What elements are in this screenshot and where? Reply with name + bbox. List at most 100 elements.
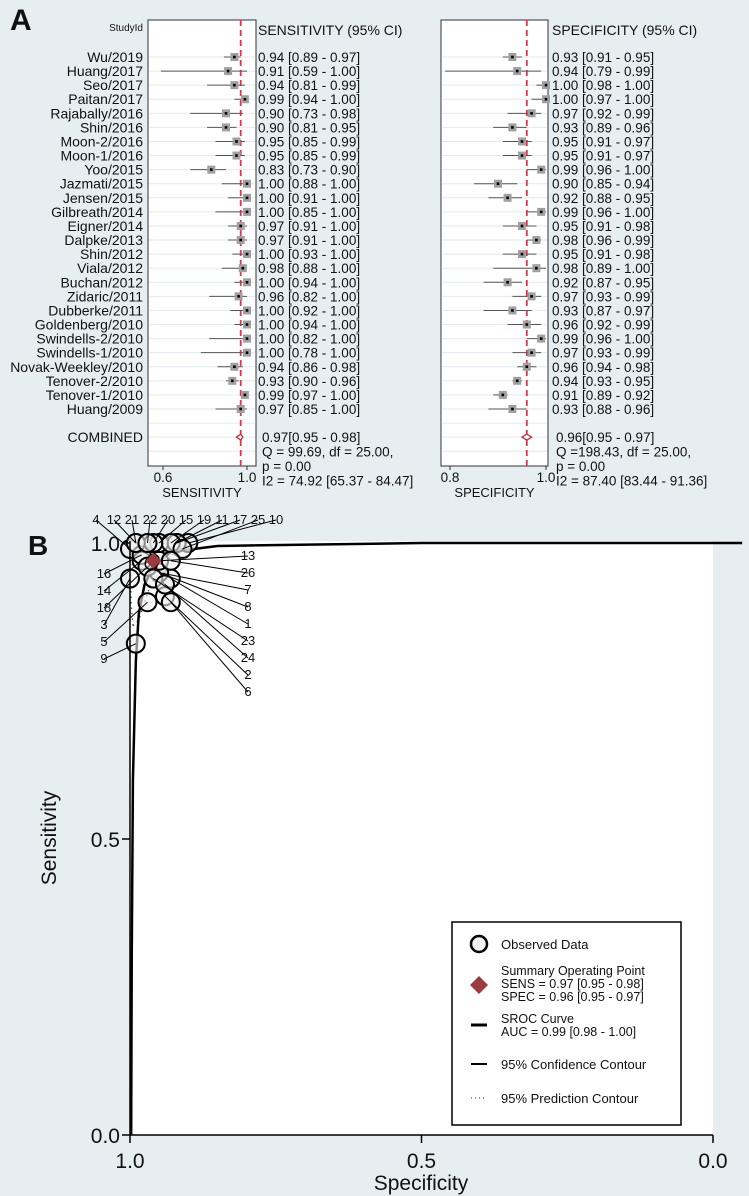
point-estimate (530, 295, 533, 298)
study-estimate: 0.93 [0.91 - 0.95] (552, 50, 654, 65)
point-estimate (506, 280, 509, 284)
panel-b-label: B (28, 530, 48, 561)
point-label: 26 (241, 565, 255, 580)
point-label: 1 (244, 616, 251, 631)
study-name: Seo/2017 (83, 77, 143, 93)
point-estimate (245, 182, 249, 186)
x-tick-label: 0.5 (407, 1150, 436, 1173)
point-label: 20 (161, 512, 175, 527)
point-label-leader (158, 572, 249, 608)
study-name: Swindells-1/2010 (36, 345, 143, 361)
point-label: 2 (244, 667, 251, 682)
point-estimate (520, 224, 524, 228)
point-label: 9 (100, 651, 107, 666)
point-estimate (239, 224, 242, 228)
study-estimate: 0.98 [0.88 - 1.00] (258, 261, 360, 276)
study-estimate: 0.97 [0.93 - 0.99] (552, 346, 654, 361)
x-axis-label: SENSITIVITY (162, 485, 242, 500)
point-estimate (544, 83, 548, 87)
point-label-leader (131, 519, 137, 544)
point-estimate (515, 69, 519, 73)
point-label: 4 (92, 512, 99, 527)
study-name: Moon-2/2016 (60, 133, 143, 149)
study-name: Moon-1/2016 (60, 148, 143, 164)
x-tick-label: 0.0 (698, 1150, 727, 1173)
x-axis-label: Specificity (374, 1172, 469, 1195)
point-estimate (235, 140, 238, 143)
point-estimate (226, 69, 230, 73)
point-label-leader (188, 519, 277, 544)
point-label-leader (103, 578, 131, 626)
study-name: Novak-Weekley/2010 (10, 359, 143, 375)
study-estimate: 0.97 [0.91 - 1.00] (258, 233, 360, 248)
point-estimate (525, 365, 529, 369)
x-tick-label: 1.0 (238, 470, 257, 485)
point-estimate (245, 351, 249, 354)
study-estimate: 0.83 [0.73 - 0.90] (258, 163, 360, 178)
point-label: 16 (97, 566, 111, 581)
point-estimate (233, 83, 236, 87)
point-label: 17 (233, 512, 247, 527)
sensitivity-forest-plot: SENSITIVITY (95% CI) 0.94 [0.89 - 0.97] 0.… (10, 19, 413, 500)
point-label: 6 (244, 684, 251, 699)
sroc-plot: 4 12 21 22 20 15 19 11 17 25 101614183591326781232… (38, 512, 743, 1195)
sroc-curve (129, 541, 743, 1136)
study-estimate: 1.00 [0.82 - 1.00] (258, 332, 360, 347)
study-estimate: 1.00 [0.85 - 1.00] (258, 205, 360, 220)
study-name: Jensen/2015 (63, 190, 143, 206)
point-estimate (530, 112, 533, 115)
point-label: 8 (244, 599, 251, 614)
legend-prediction-label: 95% Prediction Contour (501, 1091, 639, 1106)
point-estimate (245, 309, 249, 312)
point-label-leader (113, 519, 137, 544)
point-label-leader (170, 560, 249, 574)
study-estimate: 0.99 [0.97 - 1.00] (258, 388, 360, 403)
study-name: Eigner/2014 (67, 218, 143, 234)
x-axis-label: SPECIFICITY (454, 485, 535, 500)
point-label: 10 (269, 512, 283, 527)
study-estimate: 0.90 [0.85 - 0.94] (552, 177, 654, 192)
study-name: Viala/2012 (77, 260, 143, 276)
point-label-leader (103, 566, 148, 609)
point-estimate (539, 168, 543, 171)
legend-summary-label: Summary Operating Point (501, 964, 645, 978)
study-estimate: 0.93 [0.90 - 0.96] (258, 374, 360, 389)
combined-stat: I2 = 74.92 [65.37 - 84.47] (262, 474, 413, 489)
column-header: SENSITIVITY (95% CI) (258, 22, 402, 38)
point-label: 7 (244, 582, 251, 597)
point-label-leader (95, 519, 131, 550)
combined-label: COMBINED (68, 429, 143, 445)
combined-stat: I2 = 87.40 [83.44 - 91.36] (556, 474, 707, 489)
study-estimate: 0.98 [0.89 - 1.00] (552, 261, 654, 276)
study-estimate: 0.94 [0.93 - 0.95] (552, 374, 654, 389)
study-estimate: 0.96 [0.92 - 0.99] (552, 318, 654, 333)
point-label: 5 (100, 634, 107, 649)
study-estimate: 0.95 [0.91 - 0.98] (552, 219, 654, 234)
point-estimate (245, 337, 249, 340)
point-estimate (239, 238, 242, 242)
study-estimate: 0.94 [0.89 - 0.97] (258, 50, 360, 65)
combined-stat: p = 0.00 (556, 459, 605, 474)
point-estimate (535, 266, 538, 270)
x-tick-label: 0.8 (441, 470, 460, 485)
point-label-leader (159, 555, 249, 562)
point-estimate (511, 309, 514, 312)
point-estimate (511, 126, 514, 129)
study-estimate: 1.00 [0.97 - 1.00] (552, 92, 654, 107)
y-axis-label: Sensitivity (38, 790, 61, 885)
point-estimate (245, 210, 249, 214)
study-estimate: 0.99 [0.96 - 1.00] (552, 205, 654, 220)
study-estimate: 1.00 [0.94 - 1.00] (258, 275, 360, 290)
y-tick-label: 1.0 (91, 533, 120, 556)
study-estimate: 0.95 [0.85 - 0.99] (258, 149, 360, 164)
point-estimate (243, 393, 247, 397)
point-estimate (245, 252, 249, 256)
point-estimate (535, 238, 538, 242)
study-estimate: 1.00 [0.93 - 1.00] (258, 247, 360, 262)
point-estimate (520, 252, 524, 256)
study-estimate: 0.93 [0.88 - 0.96] (552, 402, 654, 417)
point-estimate (224, 112, 228, 115)
study-name: Dubberke/2011 (48, 302, 143, 318)
study-name: Dalpke/2013 (64, 232, 143, 248)
